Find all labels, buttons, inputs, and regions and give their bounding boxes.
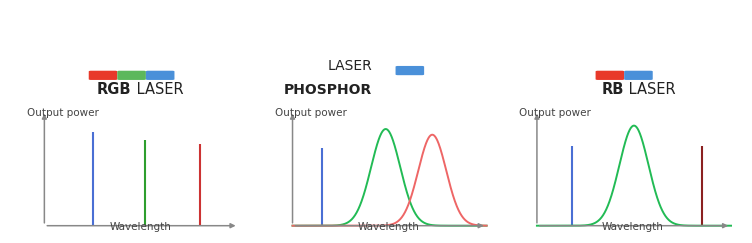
Text: RGB: RGB xyxy=(97,82,132,97)
Text: Wavelength: Wavelength xyxy=(357,222,420,232)
Text: Wavelength: Wavelength xyxy=(109,222,171,232)
Text: RB: RB xyxy=(602,82,624,97)
Text: Output power: Output power xyxy=(520,108,591,118)
Text: LASER: LASER xyxy=(624,82,676,97)
Text: PHOSPHOR: PHOSPHOR xyxy=(284,83,372,97)
Text: Output power: Output power xyxy=(27,108,99,118)
Text: Output power: Output power xyxy=(275,108,347,118)
Text: Wavelength: Wavelength xyxy=(602,222,664,232)
Text: LASER: LASER xyxy=(327,59,372,73)
Text: LASER: LASER xyxy=(132,82,183,97)
